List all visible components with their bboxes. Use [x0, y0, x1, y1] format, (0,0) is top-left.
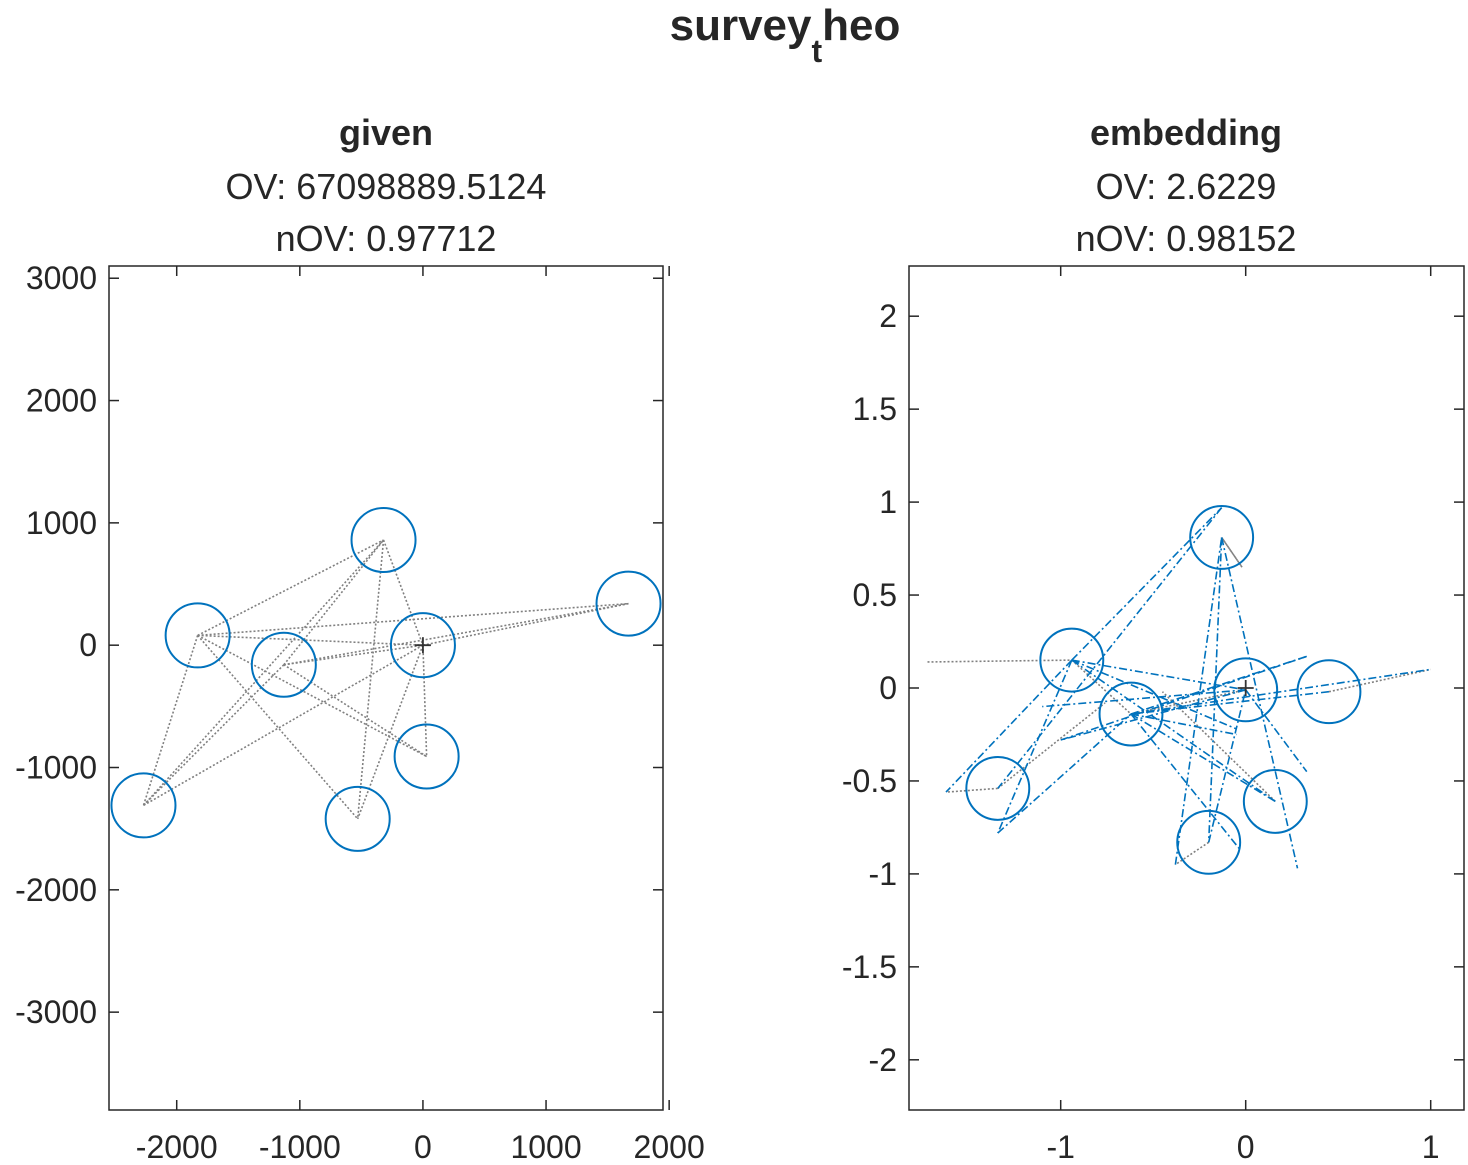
gray-link	[356, 644, 424, 820]
panel-embedding: embedding OV: 2.6229 nOV: 0.98152 -1 0 1 -2…	[842, 112, 1465, 1165]
gray-link	[1130, 689, 1246, 715]
x-tick-label: -1000	[259, 1129, 341, 1165]
plot-area: -1 0 1 -2 -1.5 -1 -0.5 0 0.5 1 1.5 2	[842, 265, 1465, 1165]
y-tick-label: -3000	[15, 994, 97, 1030]
blue-link	[1071, 659, 1246, 691]
y-tick-label: 1	[879, 484, 897, 520]
point-circle	[595, 570, 662, 637]
point-circle	[1213, 657, 1279, 723]
blue-link	[997, 507, 1223, 789]
x-tick-label: 2000	[634, 1129, 705, 1165]
blue-link	[1071, 659, 1276, 803]
blue-link	[945, 659, 1073, 793]
gray-link	[422, 645, 428, 757]
gray-link	[143, 644, 424, 807]
axes-box	[108, 265, 664, 1111]
panel-ov: OV: 2.6229	[1096, 166, 1277, 207]
x-tick-label: 1	[1422, 1129, 1440, 1165]
gray-link	[283, 644, 424, 666]
gray-link	[945, 787, 998, 793]
point-circle	[110, 772, 177, 839]
figure-suptitle: surveytheo	[670, 1, 901, 69]
point-circle	[1098, 681, 1164, 747]
x-tick-label: -1	[1046, 1129, 1074, 1165]
gray-link	[197, 634, 423, 646]
y-tick-label: -2	[869, 1042, 897, 1078]
x-tick-label: 1000	[510, 1129, 581, 1165]
gray-link	[142, 539, 385, 806]
point-circle	[1296, 659, 1362, 725]
y-tick-label: -2000	[15, 872, 97, 908]
gray-link	[997, 702, 1106, 790]
blue-link	[1130, 713, 1237, 736]
gray-link	[356, 539, 385, 819]
gray-link	[283, 602, 629, 666]
y-tick-label: 2000	[26, 383, 97, 419]
point-circle	[250, 631, 317, 698]
y-tick-label: -1000	[15, 750, 97, 786]
blue-link	[1207, 689, 1247, 843]
gray-link	[927, 659, 1072, 663]
blue-link	[1130, 713, 1241, 851]
panel-given: given OV: 67098889.5124 nOV: 0.97712 -20…	[15, 112, 705, 1165]
point-circle	[393, 723, 460, 790]
point-circle	[1176, 809, 1242, 875]
blue-link	[1130, 690, 1330, 715]
gray-link	[142, 664, 285, 806]
blue-link	[1042, 689, 1246, 708]
gray-link	[1328, 668, 1431, 693]
gray-link	[197, 634, 428, 758]
gray-link	[382, 539, 424, 646]
x-tick-label: 0	[414, 1129, 432, 1165]
panel-title: given	[339, 112, 433, 153]
blue-link	[997, 713, 1132, 834]
blue-link	[997, 659, 1073, 834]
blue-link	[1130, 655, 1307, 715]
y-tick-label: 0	[79, 627, 97, 663]
y-tick-label: 0.5	[853, 577, 897, 613]
y-tick-label: -0.5	[842, 763, 897, 799]
blue-link	[1071, 507, 1223, 661]
panel-nov: nOV: 0.97712	[276, 218, 497, 259]
y-tick-label: 2	[879, 298, 897, 334]
point-circle	[324, 785, 391, 852]
panel-nov: nOV: 0.98152	[1076, 218, 1297, 259]
panel-ov: OV: 67098889.5124	[226, 166, 547, 207]
point-circle	[965, 755, 1031, 821]
blue-link	[1174, 537, 1223, 865]
gray-link	[1071, 659, 1132, 715]
panel-title: embedding	[1090, 112, 1282, 153]
gray-link	[283, 664, 428, 758]
blue-link	[1130, 668, 1431, 715]
y-tick-label: 3000	[26, 260, 97, 296]
gray-link	[142, 635, 199, 806]
y-tick-label: 0	[879, 670, 897, 706]
blue-link	[1245, 689, 1308, 773]
blue-link	[1071, 659, 1237, 730]
point-circle	[1189, 504, 1255, 570]
y-tick-label: -1	[869, 856, 897, 892]
blue-link	[1207, 537, 1223, 843]
gray-link	[1174, 841, 1210, 866]
gray-link	[283, 539, 385, 666]
point-circle	[1039, 627, 1105, 693]
y-tick-label: 1.5	[853, 391, 897, 427]
axes-box	[908, 265, 1465, 1111]
x-tick-label: 0	[1237, 1129, 1255, 1165]
x-tick-label: -2000	[136, 1129, 218, 1165]
gray-link	[197, 539, 384, 637]
blue-link	[1130, 713, 1276, 803]
plot-area: -2000 -1000 0 1000 2000 -3000 -2000 -1000 0 1000 2…	[15, 260, 705, 1165]
y-tick-label: 1000	[26, 505, 97, 541]
y-tick-label: -1.5	[842, 949, 897, 985]
point-circle	[389, 612, 456, 679]
point-circle	[1242, 768, 1308, 834]
point-circle	[350, 506, 417, 574]
gray-link	[422, 602, 629, 646]
point-circle	[164, 602, 231, 669]
gray-link	[197, 634, 359, 820]
